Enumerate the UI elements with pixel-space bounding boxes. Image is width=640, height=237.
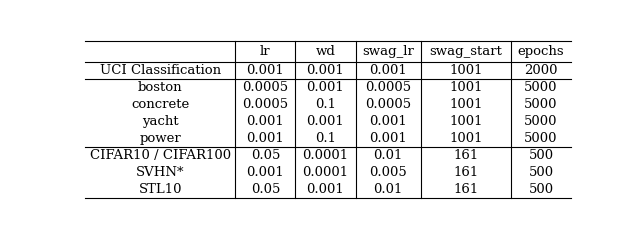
- Text: 500: 500: [529, 166, 554, 179]
- Text: 500: 500: [529, 149, 554, 162]
- Text: swag_lr: swag_lr: [362, 45, 414, 58]
- Text: 161: 161: [453, 183, 479, 196]
- Text: 0.001: 0.001: [246, 115, 284, 128]
- Text: swag_start: swag_start: [429, 45, 502, 58]
- Text: 2000: 2000: [524, 64, 557, 77]
- Text: 1001: 1001: [449, 64, 483, 77]
- Text: 0.05: 0.05: [251, 149, 280, 162]
- Text: 0.001: 0.001: [246, 166, 284, 179]
- Text: 0.0005: 0.0005: [243, 98, 289, 111]
- Text: 0.0001: 0.0001: [303, 149, 349, 162]
- Text: 0.001: 0.001: [307, 115, 344, 128]
- Text: 1001: 1001: [449, 132, 483, 145]
- Text: CIFAR10 / CIFAR100: CIFAR10 / CIFAR100: [90, 149, 230, 162]
- Text: 0.1: 0.1: [315, 132, 336, 145]
- Text: 0.001: 0.001: [246, 132, 284, 145]
- Text: 0.001: 0.001: [369, 132, 407, 145]
- Text: 1001: 1001: [449, 98, 483, 111]
- Text: 1001: 1001: [449, 81, 483, 94]
- Text: 500: 500: [529, 183, 554, 196]
- Text: 5000: 5000: [524, 132, 557, 145]
- Text: 161: 161: [453, 166, 479, 179]
- Text: 0.001: 0.001: [307, 64, 344, 77]
- Text: 161: 161: [453, 149, 479, 162]
- Text: 5000: 5000: [524, 98, 557, 111]
- Text: 0.0005: 0.0005: [365, 81, 411, 94]
- Text: wd: wd: [316, 45, 335, 58]
- Text: 5000: 5000: [524, 81, 557, 94]
- Text: SVHN*: SVHN*: [136, 166, 184, 179]
- Text: 0.001: 0.001: [369, 64, 407, 77]
- Text: lr: lr: [260, 45, 271, 58]
- Text: 0.001: 0.001: [307, 81, 344, 94]
- Text: 0.005: 0.005: [369, 166, 407, 179]
- Text: 0.0005: 0.0005: [243, 81, 289, 94]
- Text: 0.0001: 0.0001: [303, 166, 349, 179]
- Text: 0.01: 0.01: [374, 183, 403, 196]
- Text: concrete: concrete: [131, 98, 189, 111]
- Text: boston: boston: [138, 81, 182, 94]
- Text: 0.001: 0.001: [246, 64, 284, 77]
- Text: 0.001: 0.001: [369, 115, 407, 128]
- Text: 0.05: 0.05: [251, 183, 280, 196]
- Text: power: power: [140, 132, 181, 145]
- Text: 0.01: 0.01: [374, 149, 403, 162]
- Text: UCI Classification: UCI Classification: [100, 64, 221, 77]
- Text: 0.001: 0.001: [307, 183, 344, 196]
- Text: 0.1: 0.1: [315, 98, 336, 111]
- Text: STL10: STL10: [138, 183, 182, 196]
- Text: 0.0005: 0.0005: [365, 98, 411, 111]
- Text: yacht: yacht: [142, 115, 179, 128]
- Text: 5000: 5000: [524, 115, 557, 128]
- Text: epochs: epochs: [518, 45, 564, 58]
- Text: 1001: 1001: [449, 115, 483, 128]
